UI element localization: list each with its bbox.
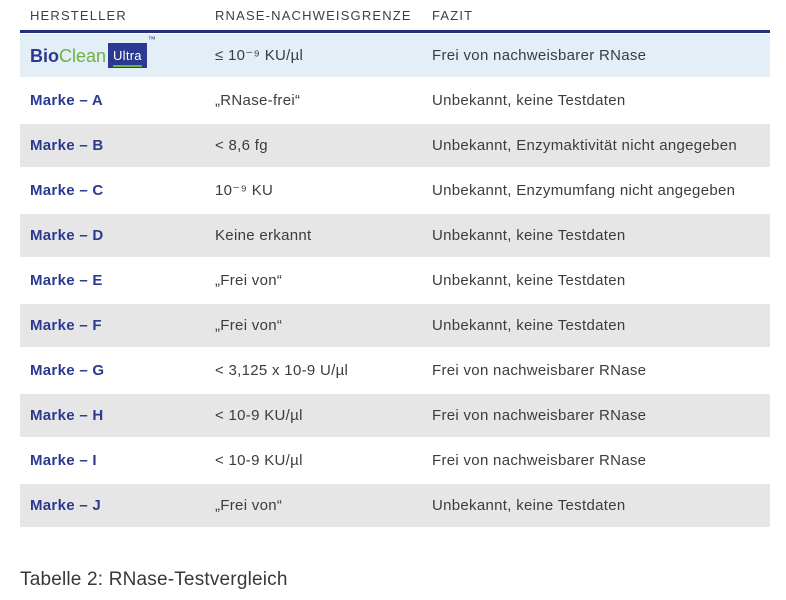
hersteller-label: Marke – J <box>30 496 102 514</box>
fazit-value: Unbekannt, keine Testdaten <box>432 316 626 334</box>
hersteller-label: Marke – D <box>30 226 104 244</box>
fazit-value: Unbekannt, keine Testdaten <box>432 226 626 244</box>
logo-ultra-text: Ultra <box>113 48 142 67</box>
hersteller-cell: Marke – I <box>20 452 215 470</box>
table-row-marke-i: Marke – I < 10-9 KU/µl Frei von nachweisba… <box>20 439 770 482</box>
fazit-cell: Frei von nachweisbarer RNase <box>432 407 770 425</box>
fazit-cell: Unbekannt, keine Testdaten <box>432 272 770 290</box>
nachweisgrenze-value: < 10-9 KU/µl <box>215 406 303 424</box>
nachweisgrenze-value: < 3,125 x 10-9 U/µl <box>215 361 349 379</box>
table-row-marke-c: Marke – C 10⁻⁹ KU Unbekannt, Enzymumfang n… <box>20 169 770 212</box>
nachweisgrenze-cell: 10⁻⁹ KU <box>215 181 432 200</box>
fazit-cell: Frei von nachweisbarer RNase <box>432 452 770 470</box>
hersteller-cell: Marke – A <box>20 92 215 110</box>
fazit-cell: Unbekannt, Enzymaktivität nicht angegebe… <box>432 137 770 155</box>
fazit-value: Unbekannt, keine Testdaten <box>432 496 626 514</box>
nachweisgrenze-value: „Frei von“ <box>215 316 283 334</box>
nachweisgrenze-cell: ≤ 10⁻⁹ KU/µl <box>215 46 432 65</box>
hersteller-cell: Marke – C <box>20 182 215 200</box>
header-divider <box>20 30 770 33</box>
table-row-marke-g: Marke – G < 3,125 x 10-9 U/µl Frei von nac… <box>20 349 770 392</box>
nachweisgrenze-value: < 10-9 KU/µl <box>215 451 303 469</box>
hersteller-label: Marke – C <box>30 181 104 199</box>
fazit-cell: Unbekannt, keine Testdaten <box>432 317 770 335</box>
nachweisgrenze-value: ≤ 10⁻⁹ KU/µl <box>215 47 304 64</box>
nachweisgrenze-value: Keine erkannt <box>215 226 312 244</box>
hersteller-label: Marke – I <box>30 451 97 469</box>
logo-ultra-box: Ultra <box>108 43 147 68</box>
column-header-hersteller: HERSTELLER <box>30 7 127 23</box>
table-row-marke-e: Marke – E „Frei von“ Unbekannt, keine Test… <box>20 259 770 302</box>
table-row-marke-f: Marke – F „Frei von“ Unbekannt, keine Test… <box>20 304 770 347</box>
hersteller-label: Marke – E <box>30 271 103 289</box>
column-header-fazit: FAZIT <box>432 7 474 23</box>
trademark-symbol: ™ <box>147 35 156 44</box>
bioclean-ultra-logo: Bio Clean Ultra ™ <box>30 36 156 68</box>
nachweisgrenze-value: 10⁻⁹ KU <box>215 182 274 199</box>
hersteller-label: Marke – F <box>30 316 102 334</box>
hersteller-label: Marke – H <box>30 406 104 424</box>
fazit-value: Unbekannt, keine Testdaten <box>432 91 626 109</box>
logo-clean-text: Clean <box>59 45 107 66</box>
nachweisgrenze-cell: „RNase-frei“ <box>215 92 432 110</box>
table-row-bioclean-ultra: Bio Clean Ultra ™ ≤ 10⁻⁹ KU/µl Frei von nachw… <box>20 34 770 77</box>
column-header-nachweisgrenze: RNASE-NACHWEISGRENZE <box>215 7 412 23</box>
table-caption: Tabelle 2: RNase-Testvergleich <box>20 569 288 590</box>
fazit-value: Frei von nachweisbarer RNase <box>432 361 647 379</box>
nachweisgrenze-cell: „Frei von“ <box>215 317 432 335</box>
hersteller-cell: Marke – G <box>20 362 215 380</box>
hersteller-cell: Marke – E <box>20 272 215 290</box>
nachweisgrenze-cell: < 10-9 KU/µl <box>215 452 432 470</box>
table-body: Bio Clean Ultra ™ ≤ 10⁻⁹ KU/µl Frei von nachw… <box>20 34 770 527</box>
nachweisgrenze-cell: „Frei von“ <box>215 272 432 290</box>
hersteller-cell: Bio Clean Ultra ™ <box>20 36 215 68</box>
hersteller-cell: Marke – D <box>20 227 215 245</box>
fazit-cell: Unbekannt, keine Testdaten <box>432 497 770 515</box>
table-row-marke-h: Marke – H < 10-9 KU/µl Frei von nachweisba… <box>20 394 770 437</box>
hersteller-label: Marke – B <box>30 136 104 154</box>
nachweisgrenze-value: < 8,6 fg <box>215 136 268 154</box>
fazit-value: Frei von nachweisbarer RNase <box>432 406 647 424</box>
table-row-marke-a: Marke – A „RNase-frei“ Unbekannt, keine Te… <box>20 79 770 122</box>
fazit-cell: Frei von nachweisbarer RNase <box>432 362 770 380</box>
hersteller-cell: Marke – F <box>20 317 215 335</box>
nachweisgrenze-cell: „Frei von“ <box>215 497 432 515</box>
nachweisgrenze-value: „RNase-frei“ <box>215 91 301 109</box>
fazit-cell: Unbekannt, keine Testdaten <box>432 92 770 110</box>
nachweisgrenze-cell: Keine erkannt <box>215 227 432 245</box>
fazit-value: Unbekannt, keine Testdaten <box>432 271 626 289</box>
hersteller-label: Marke – A <box>30 91 104 109</box>
nachweisgrenze-value: „Frei von“ <box>215 271 283 289</box>
table-row-marke-j: Marke – J „Frei von“ Unbekannt, keine Test… <box>20 484 770 527</box>
fazit-value: Frei von nachweisbarer RNase <box>432 451 647 469</box>
fazit-cell: Unbekannt, Enzymumfang nicht angegeben <box>432 182 770 200</box>
fazit-value: Frei von nachweisbarer RNase <box>432 46 647 64</box>
fazit-cell: Unbekannt, keine Testdaten <box>432 227 770 245</box>
table-header-row: HERSTELLER RNASE-NACHWEISGRENZE FAZIT <box>20 0 770 30</box>
fazit-cell: Frei von nachweisbarer RNase <box>432 47 770 65</box>
hersteller-cell: Marke – J <box>20 497 215 515</box>
nachweisgrenze-cell: < 10-9 KU/µl <box>215 407 432 425</box>
logo-bio-text: Bio <box>30 45 59 66</box>
hersteller-label: Marke – G <box>30 361 105 379</box>
fazit-value: Unbekannt, Enzymumfang nicht angegeben <box>432 181 736 199</box>
fazit-value: Unbekannt, Enzymaktivität nicht angegebe… <box>432 136 737 154</box>
table-row-marke-b: Marke – B < 8,6 fg Unbekannt, Enzymaktivit… <box>20 124 770 167</box>
nachweisgrenze-value: „Frei von“ <box>215 496 283 514</box>
hersteller-cell: Marke – H <box>20 407 215 425</box>
nachweisgrenze-cell: < 8,6 fg <box>215 137 432 155</box>
table-row-marke-d: Marke – D Keine erkannt Unbekannt, keine T… <box>20 214 770 257</box>
nachweisgrenze-cell: < 3,125 x 10-9 U/µl <box>215 362 432 380</box>
rnase-comparison-table: HERSTELLER RNASE-NACHWEISGRENZE FAZIT Bi… <box>20 0 770 527</box>
hersteller-cell: Marke – B <box>20 137 215 155</box>
